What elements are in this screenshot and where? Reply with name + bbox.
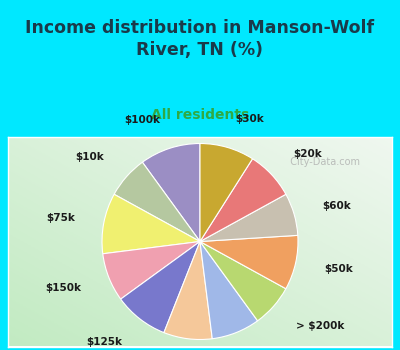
Text: $60k: $60k <box>322 201 351 211</box>
Wedge shape <box>200 241 258 339</box>
Wedge shape <box>103 241 200 299</box>
Wedge shape <box>164 241 212 340</box>
Text: > $200k: > $200k <box>296 321 344 331</box>
Wedge shape <box>114 162 200 242</box>
Wedge shape <box>200 144 252 242</box>
Wedge shape <box>142 144 200 242</box>
Wedge shape <box>200 235 298 289</box>
Wedge shape <box>200 194 298 242</box>
Wedge shape <box>102 194 200 254</box>
Text: $30k: $30k <box>236 114 264 124</box>
Text: $10k: $10k <box>76 152 104 162</box>
Wedge shape <box>200 241 286 321</box>
Text: All residents: All residents <box>151 108 249 122</box>
Text: Income distribution in Manson-Wolf
River, TN (%): Income distribution in Manson-Wolf River… <box>26 19 374 59</box>
Text: $50k: $50k <box>324 264 353 274</box>
Text: $150k: $150k <box>46 284 82 293</box>
Text: City-Data.com: City-Data.com <box>284 157 360 167</box>
Wedge shape <box>200 159 286 242</box>
Text: $125k: $125k <box>86 337 122 347</box>
Text: $75k: $75k <box>46 213 75 223</box>
Text: $100k: $100k <box>125 116 161 125</box>
Text: $20k: $20k <box>293 149 322 159</box>
Wedge shape <box>121 241 200 332</box>
